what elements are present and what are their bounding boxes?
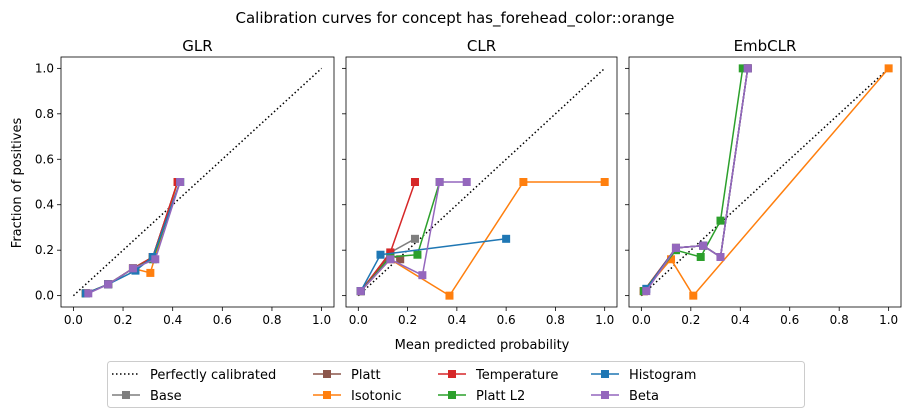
y-tick-label: 0.8 (35, 107, 54, 121)
series-point-histogram (376, 250, 385, 259)
series-point-temperature (386, 248, 395, 257)
legend-entry-temperature: Temperature (438, 368, 558, 383)
legend-label-histogram: Histogram (629, 368, 696, 383)
series-point-isotonic (146, 268, 155, 277)
legend-label-platt-l2: Platt L2 (476, 389, 525, 404)
legend-entry-platt: Platt (313, 368, 381, 383)
x-tick-label: 0.0 (349, 313, 368, 327)
series-point-beta (716, 253, 725, 261)
x-tick-label: 0.0 (632, 313, 651, 327)
series-point-beta (642, 287, 651, 296)
x-tick-label: 1.0 (312, 313, 331, 327)
panel-glr: GLR 0.0 0.2 0.4 0.6 0.8 1.0 0.0 0.2 0.4 0.6 0.8 1.0 (35, 37, 335, 327)
series-point-beta (418, 271, 427, 280)
legend-marker-platt (323, 370, 331, 378)
x-tick-label: 0.4 (731, 313, 750, 327)
series-point-base (410, 234, 419, 243)
x-tick-label: 0.4 (447, 313, 466, 327)
figure-title: Calibration curves for concept has_foreh… (235, 9, 674, 28)
legend-frame (107, 361, 805, 408)
series-point-beta (104, 280, 113, 289)
legend-marker-base (122, 391, 130, 399)
panel-title-glr: GLR (182, 37, 212, 55)
legend-marker-temperature (448, 370, 456, 378)
legend-entry-base: Base (112, 389, 182, 404)
legend-label-platt: Platt (351, 368, 381, 383)
series-point-platt-l2 (413, 250, 422, 259)
series-point-platt (396, 255, 405, 264)
legend-marker-platt-l2 (448, 391, 456, 399)
legend: Perfectly calibrated Base Platt Isotonic Tem… (107, 361, 805, 408)
panel-frame (345, 56, 618, 308)
y-tick-label: 0.2 (35, 243, 54, 257)
legend-entry-isotonic: Isotonic (313, 389, 402, 404)
x-tick-label: 0.6 (497, 313, 516, 327)
perfect-calibration-line (72, 67, 323, 297)
legend-label-temperature: Temperature (475, 368, 558, 383)
series-point-isotonic (600, 178, 609, 186)
legend-entry-platt-l2: Platt L2 (438, 389, 525, 404)
series-point-beta (671, 243, 680, 252)
panel-embclr: EmbCLR 0.0 0.2 0.4 0.6 0.8 1.0 (625, 37, 902, 327)
series-point-beta (128, 264, 137, 273)
legend-marker-isotonic (323, 391, 331, 399)
panel-title-embclr: EmbCLR (734, 37, 797, 55)
x-tick-label: 0.2 (681, 313, 700, 327)
series-line-platt-l2 (360, 181, 441, 292)
series-point-platt-l2 (738, 64, 747, 73)
series-point-beta (699, 241, 708, 250)
series-point-isotonic (667, 255, 676, 264)
x-tick-label: 0.8 (262, 313, 281, 327)
y-tick-label: 0.0 (35, 289, 54, 303)
series-point-beta (151, 255, 160, 264)
x-tick-label: 1.0 (879, 313, 898, 327)
series-point-isotonic (689, 291, 698, 300)
series-point-beta (743, 64, 752, 73)
x-tick-label: 0.8 (830, 313, 849, 327)
x-tick-label: 0.6 (213, 313, 232, 327)
panel-title-clr: CLR (467, 37, 496, 55)
legend-entry-histogram: Histogram (591, 368, 696, 383)
x-tick-label: 1.0 (595, 313, 614, 327)
y-axis-label: Fraction of positives (10, 118, 25, 249)
series-point-platt-l2 (696, 253, 705, 261)
panel-frame (60, 56, 335, 308)
series-point-histogram (502, 234, 511, 243)
x-axis-label: Mean predicted probability (395, 338, 570, 353)
x-tick-label: 0.4 (163, 313, 182, 327)
panel-clr: CLR 0.0 0.2 0.4 0.6 0.8 1.0 (342, 37, 618, 327)
y-tick-label: 1.0 (35, 61, 54, 75)
series-point-beta (84, 289, 93, 298)
legend-label-isotonic: Isotonic (351, 389, 402, 404)
series-point-beta (176, 178, 185, 186)
y-tick-label: 0.6 (35, 152, 54, 166)
x-tick-label: 0.2 (113, 313, 132, 327)
legend-label-perfectly-calibrated: Perfectly calibrated (150, 368, 276, 383)
series-point-beta (386, 255, 395, 264)
x-tick-label: 0.8 (546, 313, 565, 327)
series-point-isotonic (884, 64, 893, 73)
x-tick-label: 0.6 (780, 313, 799, 327)
series-point-isotonic (445, 291, 454, 300)
panel-frame (628, 56, 902, 308)
legend-marker-beta (601, 391, 609, 399)
series-point-beta (435, 178, 444, 186)
x-tick-label: 0.0 (64, 313, 83, 327)
series-point-beta (462, 178, 471, 186)
legend-entry-beta: Beta (591, 389, 659, 404)
series-point-platt-l2 (716, 216, 725, 225)
legend-label-beta: Beta (629, 389, 659, 404)
series-point-beta (356, 287, 365, 296)
legend-entry-perfectly-calibrated: Perfectly calibrated (112, 368, 276, 383)
series-point-isotonic (519, 178, 528, 186)
series-point-temperature (410, 178, 419, 186)
legend-label-base: Base (150, 389, 182, 404)
y-tick-label: 0.4 (35, 198, 54, 212)
legend-marker-histogram (601, 370, 609, 378)
x-tick-label: 0.2 (398, 313, 417, 327)
